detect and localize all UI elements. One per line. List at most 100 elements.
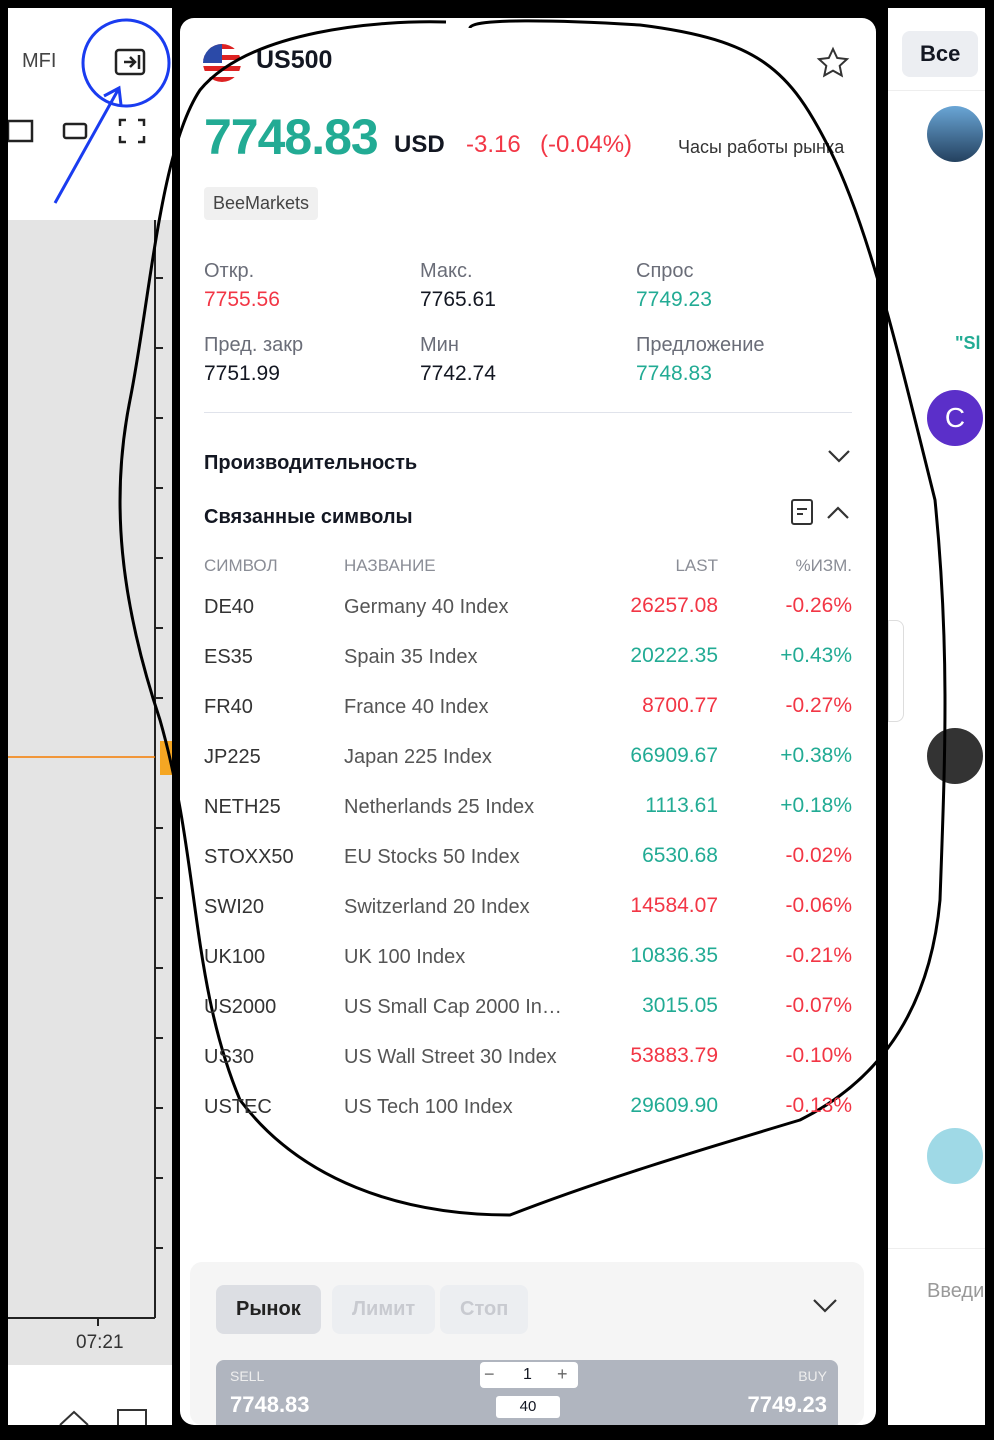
last-cell: 10836.35	[630, 944, 718, 967]
column-header: %ИЗМ.	[795, 556, 853, 575]
symbol-cell[interactable]: USTEC	[204, 1096, 272, 1118]
sell-label: SELL	[230, 1368, 265, 1384]
lots: 40	[496, 1396, 560, 1418]
quantity[interactable]: 1	[523, 1366, 532, 1383]
last-cell: 20222.35	[630, 644, 718, 667]
last-cell: 1113.61	[645, 794, 718, 817]
last-cell: 6530.68	[642, 844, 718, 867]
change-cell: -0.26%	[785, 594, 852, 617]
filter-button[interactable]: Все	[902, 31, 978, 77]
name-cell: Switzerland 20 Index	[344, 896, 530, 918]
expand-icon[interactable]	[826, 446, 852, 466]
last-cell: 3015.05	[642, 994, 718, 1017]
price: 7748.83	[204, 109, 379, 165]
symbol-cell[interactable]: DE40	[204, 596, 255, 618]
last-cell: 14584.07	[630, 894, 718, 917]
chart-tools	[8, 48, 172, 1425]
name-cell: Netherlands 25 Index	[344, 796, 535, 818]
symbol-cell[interactable]: US30	[204, 1046, 255, 1068]
stat-value: 7751.99	[204, 362, 280, 385]
stat-value: 7755.56	[204, 288, 280, 311]
stat-label: Мин	[420, 334, 459, 356]
symbol-cell[interactable]: UK100	[204, 946, 266, 968]
column-header: СИМВОЛ	[204, 556, 278, 575]
change-cell: +0.43%	[780, 644, 852, 667]
change-cell: -0.02%	[785, 844, 852, 867]
change-cell: -0.13%	[785, 1094, 852, 1117]
stat-value: 7749.23	[636, 288, 712, 311]
time-label: 07:21	[76, 1332, 124, 1353]
market-hours[interactable]: Часы работы рынка	[678, 137, 845, 157]
avatar[interactable]	[927, 728, 983, 784]
order-tab[interactable]: Лимит	[332, 1285, 436, 1334]
symbol-cell[interactable]: FR40	[204, 696, 253, 718]
section-title[interactable]: Производительность	[204, 452, 418, 474]
symbol-cell[interactable]: JP225	[204, 746, 261, 768]
collapse-handle[interactable]	[888, 620, 904, 722]
stat-label: Пред. закр	[204, 334, 304, 356]
name-cell: US Wall Street 30 Index	[344, 1046, 557, 1068]
change-cell: +0.38%	[780, 744, 852, 767]
quantity-box	[480, 1362, 578, 1388]
name-cell: US Tech 100 Index	[344, 1096, 513, 1118]
last-cell: 53883.79	[630, 1044, 718, 1067]
buy-price[interactable]: 7749.23	[747, 1392, 827, 1417]
plus-button[interactable]: +	[557, 1364, 568, 1384]
name-cell: France 40 Index	[344, 696, 489, 718]
minus-button[interactable]: −	[484, 1364, 495, 1384]
symbol-panel	[180, 18, 876, 1425]
stat-value: 7742.74	[420, 362, 496, 385]
stat-value: 7765.61	[420, 288, 496, 311]
order-expand[interactable]	[811, 1294, 839, 1316]
stat-label: Предложение	[636, 334, 765, 356]
symbol-cell[interactable]: SWI20	[204, 896, 265, 918]
divider	[888, 90, 985, 91]
symbol-cell[interactable]: STOXX50	[204, 846, 294, 868]
change-cell: -0.10%	[785, 1044, 852, 1067]
symbol-name[interactable]: US500	[256, 46, 333, 74]
change-cell: +0.18%	[780, 794, 852, 817]
message-snippet: "Sl	[955, 333, 981, 353]
symbol-cell[interactable]: NETH25	[204, 796, 281, 818]
favorite-button[interactable]	[816, 46, 850, 80]
stat-label: Спрос	[636, 260, 694, 282]
divider	[888, 1248, 985, 1249]
change-cell: -0.07%	[785, 994, 852, 1017]
stat-label: Откр.	[204, 260, 255, 282]
column-header: НАЗВАНИЕ	[344, 556, 436, 575]
change-cell: -0.27%	[785, 694, 852, 717]
name-cell: Germany 40 Index	[344, 596, 509, 618]
name-cell: Spain 35 Index	[344, 646, 478, 668]
indicator-label: MFI	[22, 50, 57, 72]
change-cell: -0.06%	[785, 894, 852, 917]
column-header: LAST	[675, 556, 718, 575]
last-cell: 26257.08	[630, 594, 718, 617]
last-cell: 29609.90	[630, 1094, 718, 1117]
avatar[interactable]	[927, 106, 983, 162]
section-title[interactable]: Связанные символы	[204, 506, 413, 528]
price-change: -3.16	[466, 131, 521, 158]
stat-value: 7748.83	[636, 362, 712, 385]
avatar[interactable]	[927, 1128, 983, 1184]
last-cell: 66909.67	[630, 744, 718, 767]
symbol-cell[interactable]: US2000	[204, 996, 277, 1018]
divider	[204, 412, 852, 413]
order-tab[interactable]: Стоп	[440, 1285, 529, 1334]
order-tab[interactable]: Рынок	[216, 1285, 321, 1334]
broker-badge: BeeMarkets	[204, 187, 319, 220]
chat-input[interactable]: Введи	[927, 1280, 985, 1302]
price-change-pct: (-0.04%)	[540, 131, 633, 158]
buy-label: BUY	[798, 1368, 827, 1384]
sell-price[interactable]: 7748.83	[230, 1392, 310, 1417]
currency: USD	[394, 131, 445, 158]
name-cell: US Small Cap 2000 In…	[344, 996, 562, 1018]
symbol-cell[interactable]: ES35	[204, 646, 253, 668]
change-cell: -0.21%	[785, 944, 852, 967]
last-cell: 8700.77	[642, 694, 718, 717]
name-cell: EU Stocks 50 Index	[344, 846, 520, 868]
avatar[interactable]: C	[927, 390, 983, 446]
section-icons[interactable]	[790, 498, 854, 526]
stat-label: Макс.	[420, 260, 473, 282]
name-cell: UK 100 Index	[344, 946, 466, 968]
